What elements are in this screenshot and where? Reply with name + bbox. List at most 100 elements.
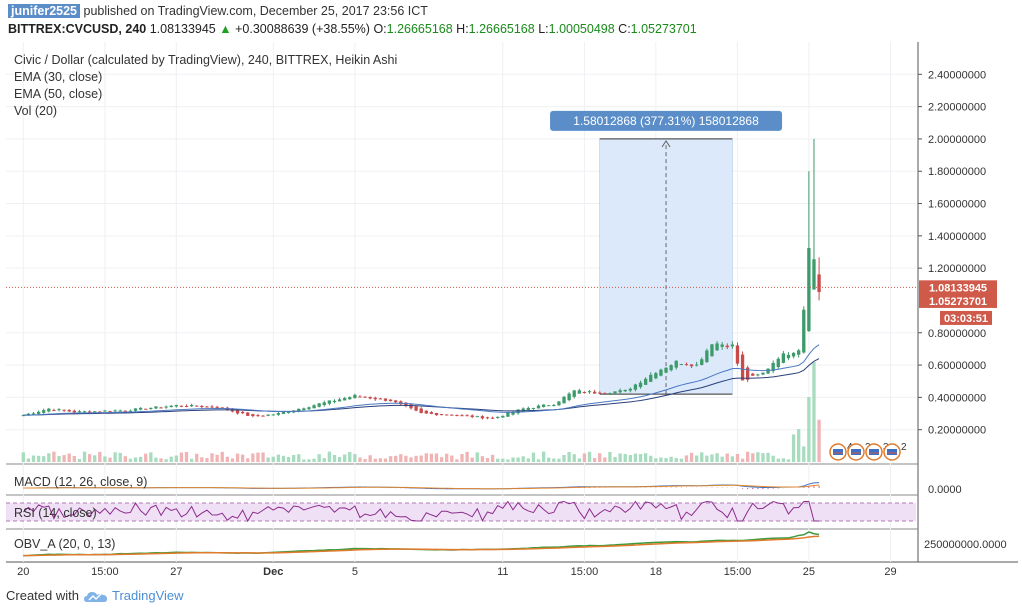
volume-bar	[123, 456, 127, 462]
volume-bar	[552, 458, 556, 462]
candle-body	[179, 405, 184, 407]
candle-body	[353, 394, 357, 399]
candle-body	[649, 374, 653, 382]
volume-bar	[654, 458, 658, 462]
candle-body	[536, 405, 541, 409]
candle-body	[26, 413, 31, 416]
measure-tool[interactable]: 1.58012868 (377.31%) 158012868	[550, 110, 783, 395]
candle-body	[531, 407, 536, 409]
volume-bar	[368, 455, 372, 462]
candle-body	[496, 416, 500, 418]
price-chart[interactable]: 2.40000000 2.20000000 2.00000000 1.80000000…	[0, 0, 1022, 582]
volume-bar	[812, 362, 816, 462]
event-flag-stripe	[887, 449, 897, 455]
price-tags: 1.08133945 1.05273701 03:03:51	[919, 280, 997, 325]
volume-bar	[404, 455, 408, 462]
volume-bar	[189, 458, 194, 462]
candle-body	[475, 416, 479, 418]
candle-body	[623, 389, 627, 392]
price-tick-label: 0.80000000	[928, 328, 986, 340]
rsi-pane	[22, 500, 820, 523]
candle-body	[332, 400, 337, 403]
volume-bar	[419, 455, 423, 462]
candle-body	[654, 373, 658, 379]
candle-body	[200, 406, 204, 408]
volume-legend[interactable]: Vol (20)	[14, 104, 57, 118]
candle-body	[705, 350, 709, 363]
price-change: +0.30088639 (+38.55%)	[235, 22, 370, 36]
volume-bar	[261, 452, 265, 462]
volume-bar	[659, 457, 663, 462]
tradingview-brand[interactable]: TradingView	[112, 588, 184, 603]
candle-body	[501, 415, 505, 418]
volume-bar	[414, 455, 418, 462]
candle-body	[740, 354, 745, 381]
candle-body	[348, 397, 352, 400]
candle-body	[240, 411, 245, 414]
volume-bar	[460, 453, 464, 462]
obv-signal-line	[23, 535, 820, 557]
volume-bar	[771, 455, 775, 462]
candle-body	[480, 416, 485, 419]
obv-legend[interactable]: OBV_A (20, 0, 13)	[14, 537, 115, 551]
volume-bar	[776, 458, 780, 462]
volume-bar	[531, 452, 536, 462]
macd-legend[interactable]: MACD (12, 26, close, 9)	[14, 475, 147, 489]
candle-body	[679, 364, 684, 366]
ema-30-line	[23, 344, 820, 416]
candle-body	[720, 344, 724, 347]
candle-body	[256, 415, 260, 417]
volume-bar	[286, 456, 291, 462]
volume-bar	[67, 453, 71, 462]
volume-bar	[133, 457, 138, 462]
rsi-legend[interactable]: RSI (14, close)	[14, 506, 97, 520]
author-link[interactable]: junifer2525	[8, 4, 81, 18]
candle-body	[684, 364, 689, 366]
price-tick-label: 2.20000000	[928, 102, 986, 114]
volume-bar	[496, 458, 500, 462]
volume-bar	[751, 453, 755, 462]
high-label: H:	[456, 22, 469, 36]
price-tick-label: 1.80000000	[928, 166, 986, 178]
volume-bar	[266, 457, 270, 462]
candle-body	[322, 402, 326, 406]
volume-bar	[516, 457, 520, 462]
volume-bar	[62, 455, 66, 462]
close-label: C:	[618, 22, 631, 36]
event-markers[interactable]: 4232	[829, 442, 907, 461]
candle-body	[465, 415, 469, 417]
candle-body	[669, 365, 673, 371]
candle-body	[368, 396, 372, 399]
volume-bar	[480, 456, 485, 462]
measure-label: 1.58012868 (377.31%) 158012868	[573, 114, 759, 128]
volume-bar	[501, 458, 505, 462]
time-tick-label: 15:00	[571, 566, 599, 578]
volume-bar	[705, 455, 709, 462]
time-tick-label: 29	[884, 566, 896, 578]
candle-body	[628, 388, 632, 391]
ema-30-legend[interactable]: EMA (30, close)	[14, 70, 102, 84]
chart-title: Civic / Dollar (calculated by TradingVie…	[14, 53, 397, 67]
volume-bar	[720, 456, 724, 462]
volume-bar	[174, 455, 178, 462]
ema-50-line	[23, 358, 820, 416]
volume-bar	[766, 452, 770, 462]
candle-body	[552, 404, 556, 406]
candle-body	[761, 372, 765, 375]
candle-body	[735, 345, 740, 364]
volume-bar	[628, 455, 632, 462]
obv-pane	[23, 531, 820, 557]
close-value: 1.05273701	[630, 22, 697, 36]
candle-body	[751, 373, 755, 376]
volume-bar	[490, 454, 495, 462]
candle-body	[419, 408, 423, 414]
volume-bar	[31, 455, 36, 462]
candle-body	[577, 390, 581, 394]
volume-bar	[536, 459, 541, 462]
volume-bar	[144, 453, 148, 462]
price-tick-label: 0.20000000	[928, 425, 986, 437]
ema-50-legend[interactable]: EMA (50, close)	[14, 87, 102, 101]
candle-body	[562, 396, 566, 404]
volume-bar	[42, 456, 46, 462]
candle-body	[276, 413, 281, 415]
